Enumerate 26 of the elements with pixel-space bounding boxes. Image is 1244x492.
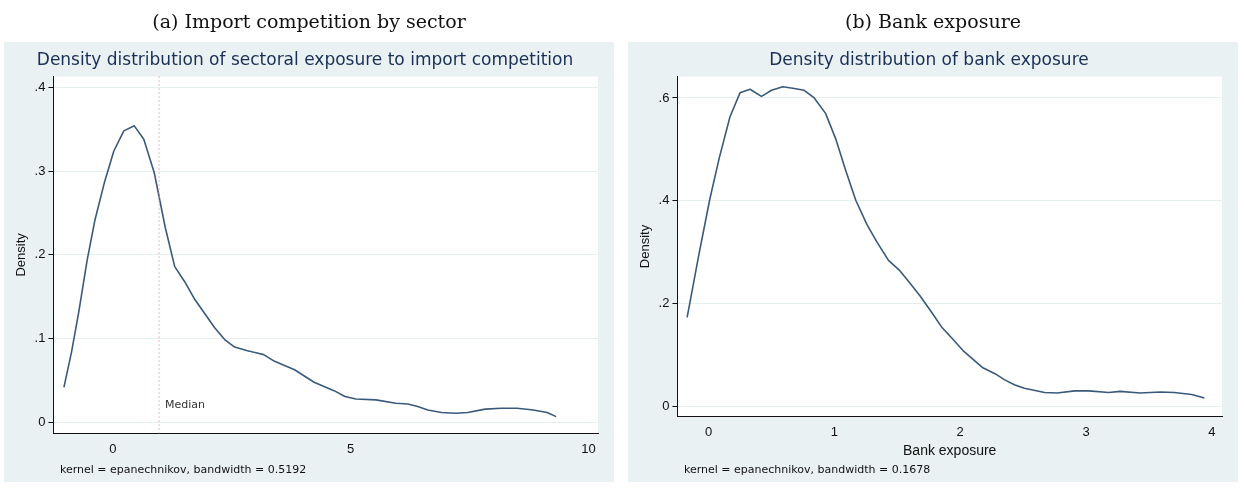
y-tick-label: .2 (34, 246, 46, 262)
y-tick-label: 0 (662, 397, 670, 413)
text: kernel = epanechnikov, bandwidth = 0.1678 (684, 463, 931, 476)
x-tick-label: 0 (109, 440, 117, 456)
ref-line-label: Median (165, 398, 206, 412)
y-tick-label: .6 (658, 89, 670, 105)
x-tick-label: 0 (704, 423, 713, 439)
y-tick-label: .1 (34, 330, 46, 346)
y-axis-title: Density (13, 232, 29, 277)
x-tick-label: 4 (1208, 423, 1216, 439)
y-tick-label: .4 (34, 78, 46, 94)
x-axis-title: Bank exposure (903, 442, 997, 459)
y-tick-label: .4 (658, 192, 670, 208)
y-tick-label: .3 (34, 162, 46, 178)
chart-title: (a) Import competition by sector (152, 9, 466, 34)
x-tick-label: 3 (1082, 423, 1090, 439)
y-tick-label: .2 (658, 295, 670, 311)
x-tick-label: 2 (956, 423, 964, 439)
chart-subtitle: Density distribution of sectoral exposure to import competition (36, 48, 574, 69)
x-tick-label: 5 (347, 440, 355, 456)
y-axis-title: Density (637, 224, 653, 269)
x-tick-label: 1 (830, 423, 838, 439)
chart-title: (b) Bank exposure (845, 9, 1021, 34)
text: kernel = epanechnikov, bandwidth = 0.5192 (60, 463, 307, 476)
chart-subtitle: Density distribution of bank exposure (769, 48, 1089, 69)
x-tick-label: 10 (581, 440, 596, 456)
